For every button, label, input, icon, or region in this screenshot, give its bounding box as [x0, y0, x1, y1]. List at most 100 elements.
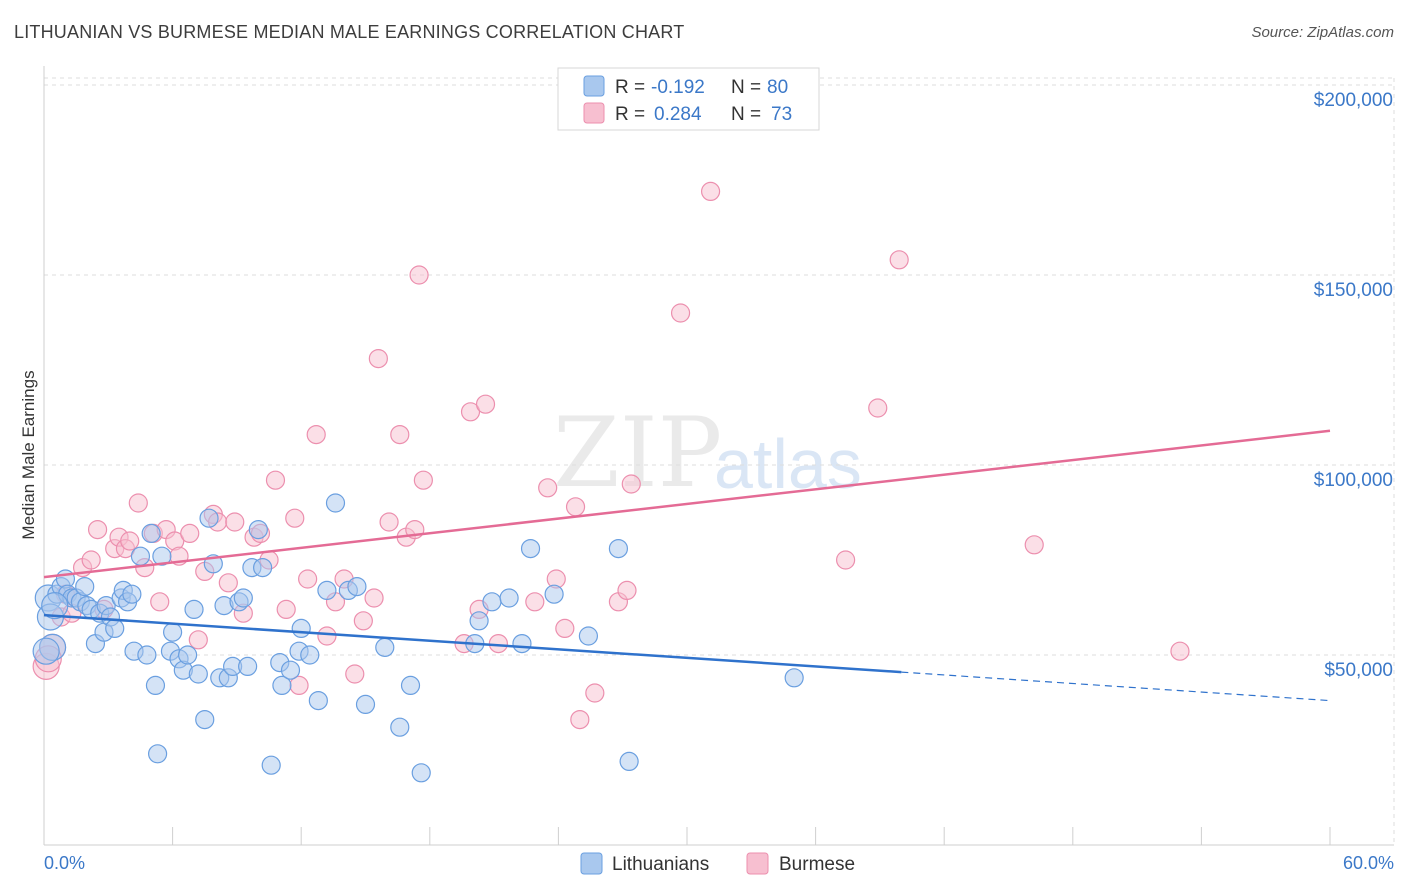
lithuanian-point: [238, 656, 258, 677]
y-tick-labels: $50,000 $100,000 $150,000 $200,000: [1314, 90, 1393, 681]
watermark-atlas: atlas: [714, 425, 862, 503]
burmese-point: [188, 630, 208, 650]
burmese-point: [488, 633, 508, 654]
trend-lines: [43, 429, 1331, 702]
bottom-legend-swatch-burmese: [746, 852, 769, 875]
lithuanian-point: [355, 694, 376, 715]
legend-swatch-lithuanians: [583, 75, 605, 97]
lithuanian-points: [32, 493, 804, 783]
lithuanian-point: [253, 557, 273, 578]
legend-n-label-1: N =: [731, 77, 761, 98]
burmese-point: [1170, 641, 1190, 661]
lithuanian-point: [147, 744, 168, 764]
lithuanian-point: [261, 755, 281, 775]
burmese-point: [868, 398, 888, 418]
x-tick-min: 0.0%: [44, 853, 85, 873]
burmese-point: [525, 592, 545, 612]
lithuanian-point: [469, 611, 489, 631]
burmese-point: [368, 349, 388, 369]
burmese-point: [475, 394, 496, 414]
lithuanian-point: [248, 519, 268, 540]
lithuanian-point: [520, 538, 541, 559]
burmese-point: [413, 470, 433, 490]
burmese-point: [150, 592, 170, 612]
y-axis-label: Median Male Earnings: [19, 370, 38, 539]
burmese-point: [225, 512, 245, 532]
lithuanian-point: [184, 599, 204, 620]
burmese-point: [81, 550, 101, 570]
burmese-point: [700, 181, 721, 201]
legend-n-label-2: N =: [731, 104, 761, 125]
y-tick-label-0: $50,000: [1324, 660, 1393, 681]
x-tick-max: 60.0%: [1343, 853, 1394, 873]
chart-title: LITHUANIAN VS BURMESE MEDIAN MALE EARNIN…: [14, 22, 685, 42]
watermark-zip: ZIP: [553, 397, 722, 509]
legend-n-value-1: 80: [767, 77, 788, 98]
lithuanian-point: [188, 664, 208, 684]
y-tick-label-2: $150,000: [1314, 280, 1393, 301]
lithuanian-point: [199, 508, 219, 528]
lithuanian-point: [195, 709, 215, 730]
lithuanian-point: [137, 645, 157, 665]
burmese-point: [120, 531, 140, 551]
lithuanian-point: [608, 538, 629, 559]
lithuanian-point: [619, 751, 639, 772]
burmese-point: [265, 470, 286, 490]
bottom-legend-lithuanians: Lithuanians: [612, 854, 709, 875]
lithuanian-point: [163, 622, 183, 642]
lithuanian-point: [41, 591, 69, 620]
lithuanian-point: [122, 584, 142, 604]
burmese-point: [460, 402, 481, 422]
burmese-point: [345, 664, 365, 684]
lithuanian-trend-line: [43, 613, 902, 674]
lithuanian-point: [272, 675, 292, 696]
burmese-point: [621, 474, 641, 494]
burmese-point: [218, 573, 238, 593]
bottom-legend-burmese: Burmese: [779, 854, 855, 875]
lithuanian-point: [482, 592, 502, 612]
legend-n-value-2: 73: [771, 104, 792, 125]
lithuanian-point: [390, 717, 410, 737]
burmese-point: [285, 508, 305, 528]
burmese-point: [353, 611, 373, 631]
burmese-point: [276, 599, 296, 620]
lithuanian-point: [578, 626, 599, 646]
lithuanian-point: [499, 588, 519, 608]
lithuanian-point: [178, 645, 198, 665]
lithuanian-point: [32, 637, 60, 665]
burmese-point: [317, 626, 337, 646]
lithuanian-point: [75, 576, 95, 597]
burmese-point: [379, 512, 399, 532]
burmese-point: [617, 580, 637, 601]
lithuanian-point: [784, 668, 804, 688]
lithuanian-point: [308, 690, 328, 711]
lithuanian-point: [317, 580, 337, 601]
burmese-point: [538, 478, 558, 498]
lithuanian-point: [544, 584, 564, 604]
legend-swatch-burmese: [583, 102, 605, 124]
burmese-trend-line: [43, 429, 1331, 579]
lithuanian-point: [291, 618, 311, 639]
burmese-point: [364, 588, 384, 608]
lithuanian-point: [347, 576, 367, 597]
lithuanian-trend-extension: [901, 671, 1331, 702]
source-credit: Source: ZipAtlas.com: [1251, 24, 1394, 41]
correlation-legend: R = -0.192 N = 80 R = 0.284 N = 73: [557, 67, 820, 131]
y-tick-label-1: $100,000: [1314, 470, 1393, 491]
lithuanian-point: [141, 523, 161, 544]
burmese-point: [87, 519, 108, 540]
axes: [43, 66, 1394, 846]
burmese-point: [836, 550, 856, 570]
bottom-legend-swatch-lithuanians: [580, 852, 603, 875]
burmese-point: [889, 250, 909, 270]
lithuanian-point: [280, 660, 301, 680]
burmese-point: [128, 493, 148, 513]
lithuanian-point: [105, 618, 125, 639]
legend-r-label-2: R =: [615, 104, 645, 125]
series-legend: Lithuanians Burmese: [580, 852, 855, 875]
lithuanian-point: [130, 546, 151, 566]
lithuanian-point: [145, 675, 166, 696]
burmese-point: [555, 618, 575, 639]
burmese-point: [390, 425, 410, 445]
